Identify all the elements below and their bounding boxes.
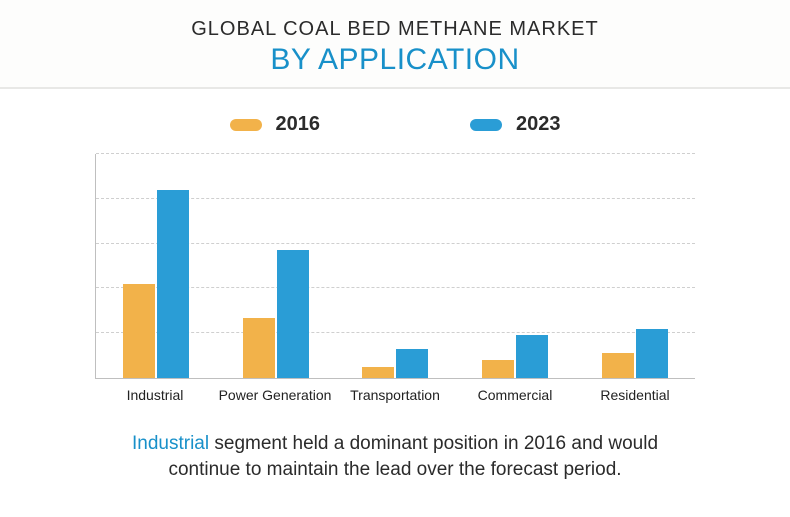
bar [516,335,548,378]
bar [243,318,275,378]
legend: 2016 2023 [0,113,790,136]
page-title: GLOBAL COAL BED METHANE MARKET [0,18,790,41]
x-label: Industrial [95,387,215,403]
page-subtitle: BY APPLICATION [0,43,790,77]
x-label: Transportation [335,387,455,403]
legend-swatch-2023 [470,119,502,131]
bar [277,250,309,378]
bar [123,284,155,378]
bar [157,190,189,378]
caption: Industrial segment held a dominant posit… [105,431,685,482]
caption-text: segment held a dominant position in 2016… [168,433,658,480]
bar [362,367,394,378]
x-label: Commercial [455,387,575,403]
bar-group [336,154,456,378]
chart-container: IndustrialPower GenerationTransportation… [95,154,695,403]
bar-chart [95,154,695,379]
header: GLOBAL COAL BED METHANE MARKET BY APPLIC… [0,0,790,89]
bar [636,329,668,378]
bar-group [96,154,216,378]
x-label: Power Generation [215,387,335,403]
bars [96,154,695,378]
bar-group [575,154,695,378]
legend-label-2016: 2016 [276,113,321,136]
x-label: Residential [575,387,695,403]
bar [602,353,634,378]
caption-highlight: Industrial [132,433,209,454]
bar-group [216,154,336,378]
legend-item-2016: 2016 [230,113,321,136]
bar [482,360,514,378]
bar [396,349,428,378]
bar-group [455,154,575,378]
legend-label-2023: 2023 [516,113,561,136]
legend-item-2023: 2023 [470,113,561,136]
x-axis-labels: IndustrialPower GenerationTransportation… [95,387,695,403]
legend-swatch-2016 [230,119,262,131]
